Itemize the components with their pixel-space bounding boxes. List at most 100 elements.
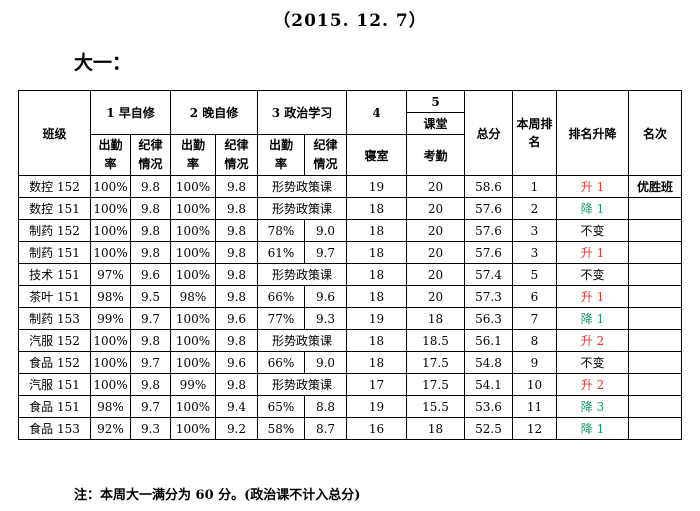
classroom-attendance-cell: 17.5 — [406, 351, 465, 374]
political-attendance-cell: 66% — [257, 285, 305, 308]
morning-discipline-cell: 9.8 — [130, 175, 171, 198]
header-row-1: 班级 1 早自修 2 晚自修 3 政治学习 4 5 总分 本周排名 排名升降 名… — [18, 90, 682, 176]
header-morning-study: 1 早自修 — [90, 90, 171, 135]
total-score-cell: 57.6 — [464, 219, 513, 242]
award-cell — [628, 285, 682, 308]
political-discipline-cell: 8.8 — [304, 395, 347, 418]
award-cell — [628, 241, 682, 264]
morning-discipline-cell: 9.7 — [130, 351, 171, 374]
header-evening-study: 2 晚自修 — [170, 90, 258, 135]
header-attendance-rate: 出勤率 — [90, 134, 131, 176]
political-attendance-cell: 61% — [257, 241, 305, 264]
morning-attendance-cell: 98% — [90, 285, 131, 308]
week-rank-cell: 8 — [512, 329, 557, 352]
total-score-cell: 57.6 — [464, 197, 513, 220]
political-course-cell: 形势政策课 — [257, 373, 347, 396]
classroom-attendance-cell: 20 — [406, 285, 465, 308]
award-cell — [628, 417, 682, 440]
header-attendance-rate: 出勤率 — [170, 134, 216, 176]
total-score-cell: 53.6 — [464, 395, 513, 418]
week-rank-cell: 12 — [512, 417, 557, 440]
score-table: 班级 1 早自修 2 晚自修 3 政治学习 4 5 总分 本周排名 排名升降 名… — [18, 90, 682, 440]
morning-discipline-cell: 9.8 — [130, 329, 171, 352]
dorm-score-cell: 18 — [346, 263, 407, 286]
political-attendance-cell: 65% — [257, 395, 305, 418]
class-name-cell: 食品 152 — [18, 351, 91, 374]
header-label: 情况 — [313, 157, 338, 171]
week-rank-cell: 2 — [512, 197, 557, 220]
total-score-cell: 57.3 — [464, 285, 513, 308]
class-name-cell: 技术 151 — [18, 263, 91, 286]
political-discipline-cell: 9.3 — [304, 307, 347, 330]
dorm-score-cell: 19 — [346, 395, 407, 418]
morning-attendance-cell: 99% — [90, 307, 131, 330]
evening-discipline-cell: 9.8 — [215, 175, 258, 198]
evening-discipline-cell: 9.8 — [215, 219, 258, 242]
morning-attendance-cell: 92% — [90, 417, 131, 440]
header-dorm: 寝室 — [346, 134, 407, 176]
header-row-3: 出勤率 纪律 情况 出勤率 纪律 情况 出勤率 纪律 情况 寝室 考勤 — [19, 134, 682, 176]
rank-change-cell: 升 2 — [556, 329, 629, 352]
morning-discipline-cell: 9.8 — [130, 373, 171, 396]
rank-change-cell: 升 1 — [556, 241, 629, 264]
evening-discipline-cell: 9.8 — [215, 241, 258, 264]
political-attendance-cell: 77% — [257, 307, 305, 330]
morning-attendance-cell: 100% — [90, 373, 131, 396]
table-row: 食品 153 92% 9.3 100% 9.2 58% 8.7 16 18 52.5 12 降 1 — [18, 417, 682, 440]
total-score-cell: 52.5 — [464, 417, 513, 440]
table-row: 制药 151 100% 9.8 100% 9.8 61% 9.7 18 20 57.6 3 升 1 — [18, 241, 682, 264]
header-label: 情况 — [224, 157, 249, 171]
week-rank-cell: 9 — [512, 351, 557, 374]
evening-discipline-cell: 9.6 — [215, 307, 258, 330]
evening-discipline-cell: 9.4 — [215, 395, 258, 418]
dorm-score-cell: 18 — [346, 241, 407, 264]
award-cell — [628, 197, 682, 220]
classroom-attendance-cell: 15.5 — [406, 395, 465, 418]
header-political-study: 3 政治学习 — [257, 90, 347, 135]
table-row: 食品 152 100% 9.7 100% 9.6 66% 9.0 18 17.5 54.8 9 不变 — [18, 351, 682, 374]
class-name-cell: 制药 152 — [18, 219, 91, 242]
award-cell — [628, 351, 682, 374]
table-row: 数控 151 100% 9.8 100% 9.8 形势政策课 18 20 57.6 2 降 1 — [18, 197, 682, 220]
political-course-cell: 形势政策课 — [257, 263, 347, 286]
morning-attendance-cell: 100% — [90, 329, 131, 352]
evening-attendance-cell: 99% — [170, 373, 216, 396]
morning-discipline-cell: 9.7 — [130, 395, 171, 418]
header-label: 情况 — [138, 157, 163, 171]
political-course-cell: 形势政策课 — [257, 175, 347, 198]
dorm-score-cell: 18 — [346, 197, 407, 220]
morning-discipline-cell: 9.8 — [130, 241, 171, 264]
class-name-cell: 数控 151 — [18, 197, 91, 220]
class-name-cell: 制药 153 — [18, 307, 91, 330]
classroom-attendance-cell: 18 — [406, 417, 465, 440]
class-name-cell: 数控 152 — [18, 175, 91, 198]
evening-attendance-cell: 100% — [170, 219, 216, 242]
header-discipline: 纪律 情况 — [304, 134, 347, 176]
rank-change-cell: 降 1 — [556, 307, 629, 330]
dorm-score-cell: 19 — [346, 307, 407, 330]
political-discipline-cell: 8.7 — [304, 417, 347, 440]
class-name-cell: 茶叶 151 — [18, 285, 91, 308]
table-row: 茶叶 151 98% 9.5 98% 9.8 66% 9.6 18 20 57.3 6 升 1 — [18, 285, 682, 308]
award-cell — [628, 219, 682, 242]
header-classroom-number: 5 — [406, 90, 465, 113]
morning-attendance-cell: 98% — [90, 395, 131, 418]
evening-discipline-cell: 9.8 — [215, 197, 258, 220]
evening-attendance-cell: 100% — [170, 395, 216, 418]
morning-discipline-cell: 9.6 — [130, 263, 171, 286]
header-award: 名次 — [628, 90, 682, 176]
header-rank-change: 排名升降 — [556, 90, 629, 176]
report-date: （2015. 12. 7） — [273, 11, 427, 31]
morning-discipline-cell: 9.3 — [130, 417, 171, 440]
morning-discipline-cell: 9.8 — [130, 219, 171, 242]
evening-attendance-cell: 100% — [170, 307, 216, 330]
section-title: 大一： — [74, 52, 132, 74]
evening-attendance-cell: 100% — [170, 263, 216, 286]
header-total: 总分 — [464, 90, 513, 176]
morning-discipline-cell: 9.5 — [130, 285, 171, 308]
table-row: 汽服 151 100% 9.8 99% 9.8 形势政策课 17 17.5 54.1 10 升 2 — [18, 373, 682, 396]
political-attendance-cell: 66% — [257, 351, 305, 374]
total-score-cell: 57.4 — [464, 263, 513, 286]
evening-attendance-cell: 100% — [170, 197, 216, 220]
class-name-cell: 食品 153 — [18, 417, 91, 440]
